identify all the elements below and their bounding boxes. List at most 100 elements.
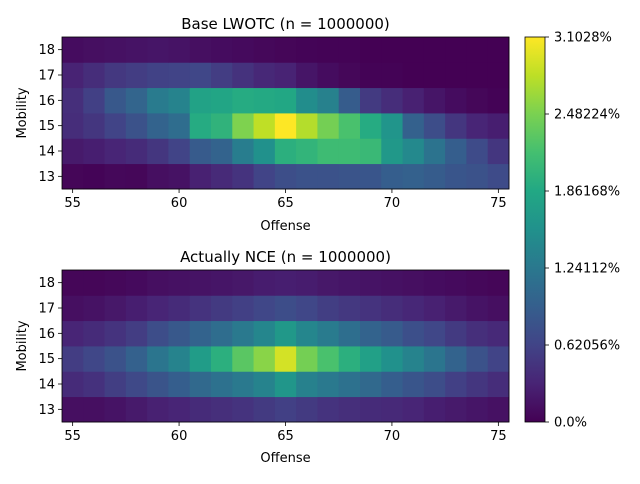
heatmap-cell: [381, 37, 403, 63]
heatmap-cell: [83, 37, 105, 63]
heatmap-cell: [211, 270, 233, 296]
heatmap-cell: [381, 371, 403, 398]
heatmap-cell: [125, 371, 148, 398]
y-tick-label: 14: [38, 378, 55, 393]
heatmap-cell: [211, 37, 233, 63]
heatmap-cell: [296, 138, 318, 165]
heatmap-cell: [423, 346, 446, 372]
x-tick-label: 70: [384, 429, 401, 444]
heatmap-cell: [274, 37, 297, 63]
colorbar-tick-label: 1.86168%: [554, 185, 620, 200]
heatmap-cell: [296, 371, 318, 398]
heatmap-cell: [296, 163, 318, 190]
heatmap-cell: [423, 371, 446, 398]
heatmap-cell: [296, 87, 318, 114]
heatmap-cell: [253, 87, 276, 114]
heatmap-cell: [466, 346, 489, 372]
heatmap-cell: [168, 295, 191, 322]
heatmap-cell: [487, 138, 510, 165]
heatmap-cell: [62, 270, 84, 296]
heatmap-cell: [62, 37, 84, 63]
heatmap-cell: [360, 346, 382, 372]
heatmap-cell: [274, 320, 297, 347]
heatmap-cell: [317, 396, 340, 423]
heatmap-cell: [360, 138, 382, 165]
top-x-axis-label: Offense: [260, 219, 310, 234]
heatmap-cell: [168, 396, 191, 423]
top-heatmap: Base LWOTC (n = 1000000) 55 60 65 70 75 13 14…: [15, 15, 510, 234]
heatmap-cell: [317, 87, 340, 114]
heatmap-cell: [253, 138, 276, 165]
heatmap-cell: [338, 37, 361, 63]
heatmap-cell: [466, 138, 489, 165]
heatmap-cell: [487, 396, 510, 423]
heatmap-cell: [83, 371, 105, 398]
heatmap-cell: [487, 87, 510, 114]
heatmap-cell: [381, 270, 403, 296]
heatmap-cell: [83, 396, 105, 423]
y-tick-label: 18: [38, 43, 55, 58]
heatmap-cell: [147, 270, 169, 296]
heatmap-cell: [189, 138, 212, 165]
heatmap-cell: [296, 320, 318, 347]
heatmap-cell: [189, 37, 212, 63]
heatmap-cell: [381, 396, 403, 423]
heatmap-cell: [338, 270, 361, 296]
heatmap-cell: [125, 270, 148, 296]
heatmap-cell: [296, 113, 318, 139]
heatmap-cell: [189, 320, 212, 347]
heatmap-cell: [466, 396, 489, 423]
heatmap-cell: [445, 87, 467, 114]
top-heatmap-cells: [62, 37, 510, 190]
heatmap-cell: [487, 346, 510, 372]
colorbar-tick-label: 1.24112%: [554, 262, 620, 277]
heatmap-cell: [125, 113, 148, 139]
heatmap-cell: [338, 113, 361, 139]
heatmap-cell: [232, 62, 254, 89]
heatmap-cell: [211, 87, 233, 114]
heatmap-cell: [232, 270, 254, 296]
heatmap-cell: [168, 371, 191, 398]
heatmap-cell: [423, 396, 446, 423]
heatmap-cell: [83, 346, 105, 372]
bottom-y-axis-label: Mobility: [15, 320, 30, 371]
heatmap-cell: [253, 295, 276, 322]
heatmap-cell: [147, 62, 169, 89]
heatmap-cell: [83, 138, 105, 165]
heatmap-cell: [423, 138, 446, 165]
heatmap-cell: [360, 37, 382, 63]
heatmap-cell: [487, 371, 510, 398]
colorbar-tick-label: 0.62056%: [554, 339, 620, 354]
heatmap-cell: [62, 138, 84, 165]
heatmap-cell: [274, 295, 297, 322]
heatmap-cell: [381, 346, 403, 372]
heatmap-cell: [296, 37, 318, 63]
colorbar-tick-label: 0.0%: [554, 416, 587, 431]
x-tick-label: 75: [490, 429, 507, 444]
heatmap-cell: [62, 295, 84, 322]
bottom-x-axis-label: Offense: [260, 451, 310, 466]
heatmap-cell: [253, 62, 276, 89]
heatmap-cell: [274, 113, 297, 139]
heatmap-cell: [423, 62, 446, 89]
heatmap-cell: [83, 62, 105, 89]
heatmap-cell: [104, 396, 127, 423]
heatmap-cell: [168, 138, 191, 165]
heatmap-cell: [211, 295, 233, 322]
heatmap-cell: [232, 138, 254, 165]
heatmap-cell: [423, 270, 446, 296]
heatmap-cell: [381, 113, 403, 139]
heatmap-cell: [62, 163, 84, 190]
heatmap-cell: [466, 113, 489, 139]
heatmap-cell: [168, 62, 191, 89]
colorbar-gradient: [524, 36, 546, 423]
heatmap-cell: [62, 113, 84, 139]
heatmap-cell: [253, 396, 276, 423]
heatmap-cell: [381, 87, 403, 114]
top-y-ticks: 13 14 15 16 17 18: [38, 43, 62, 185]
heatmap-cell: [338, 62, 361, 89]
colorbar-tick-label: 3.1028%: [554, 31, 612, 46]
y-tick-label: 17: [38, 69, 55, 84]
heatmap-cell: [466, 62, 489, 89]
heatmap-cell: [104, 371, 127, 398]
